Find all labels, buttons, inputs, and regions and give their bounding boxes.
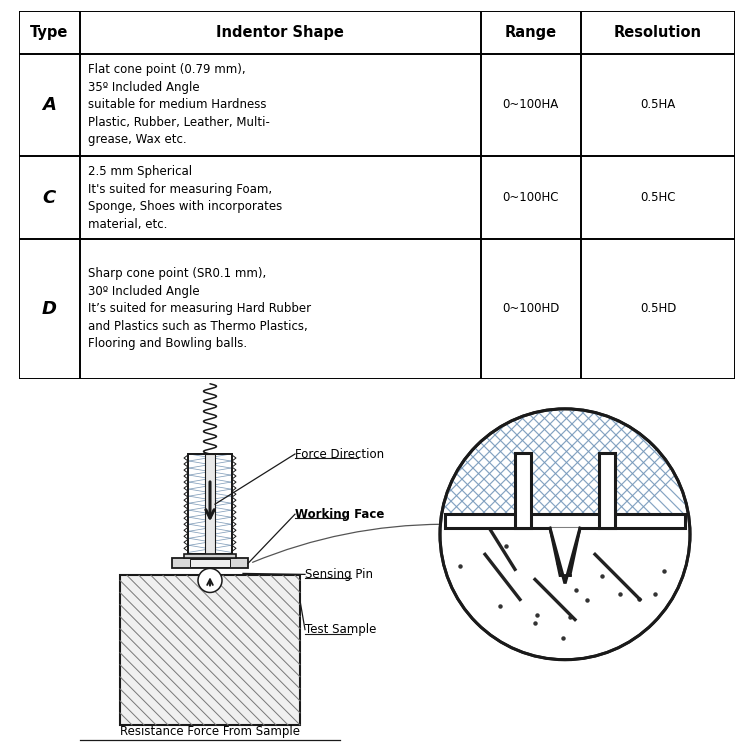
Text: Sensing Pin: Sensing Pin (305, 568, 373, 581)
Text: Force Direction: Force Direction (295, 448, 384, 460)
Text: Range: Range (505, 25, 557, 40)
Bar (188, 454, 232, 554)
Circle shape (198, 568, 222, 592)
Text: 2.5 mm Spherical
It's suited for measuring Foam,
Sponge, Shoes with incorporates: 2.5 mm Spherical It's suited for measuri… (88, 165, 283, 230)
Bar (190, 560, 230, 568)
Bar (205, 454, 215, 554)
Text: 0.5HA: 0.5HA (640, 98, 676, 112)
Text: Test Sample: Test Sample (305, 623, 376, 636)
Bar (184, 554, 236, 558)
Bar (172, 558, 248, 568)
Bar (515, 453, 531, 528)
Text: 0~100HD: 0~100HD (503, 302, 560, 316)
Polygon shape (550, 528, 580, 584)
Text: D: D (42, 300, 57, 318)
Text: A: A (42, 96, 56, 114)
Circle shape (440, 409, 690, 660)
Text: Resistance Force From Sample: Resistance Force From Sample (120, 725, 300, 738)
Text: Type: Type (30, 25, 68, 40)
Bar (188, 454, 232, 554)
Text: Working Face: Working Face (295, 508, 384, 520)
Text: Indentor Shape: Indentor Shape (216, 25, 344, 40)
Text: 0~100HC: 0~100HC (503, 191, 559, 204)
Text: C: C (43, 189, 56, 207)
Text: Resolution: Resolution (614, 25, 702, 40)
Text: 0.5HC: 0.5HC (640, 191, 676, 204)
Text: 0~100HA: 0~100HA (503, 98, 559, 112)
Text: 0.5HD: 0.5HD (640, 302, 676, 316)
Text: Sharp cone point (SR0.1 mm),
30º Included Angle
It’s suited for measuring Hard R: Sharp cone point (SR0.1 mm), 30º Include… (88, 268, 311, 350)
Bar (599, 453, 615, 528)
Bar (120, 575, 300, 725)
Bar (445, 514, 685, 528)
Text: Flat cone point (0.79 mm),
35º Included Angle
suitable for medium Hardness
Plast: Flat cone point (0.79 mm), 35º Included … (88, 64, 270, 146)
